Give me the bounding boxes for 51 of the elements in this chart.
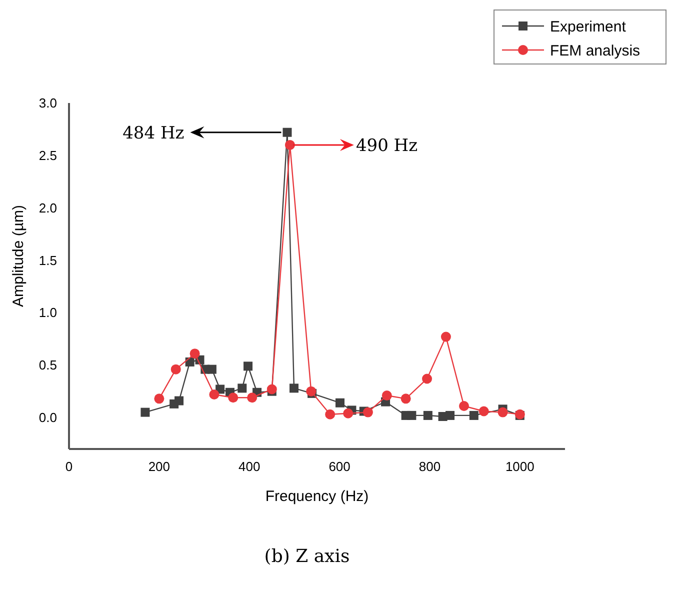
point (440, 332, 451, 342)
point (244, 362, 253, 371)
point (325, 409, 336, 420)
point (238, 384, 247, 393)
point (458, 401, 469, 412)
point (407, 410, 416, 420)
y-tick-label: 1.5 (38, 252, 57, 268)
point (400, 394, 411, 404)
y-tick-label: 2.0 (38, 200, 57, 216)
point (190, 348, 200, 359)
point (154, 394, 164, 404)
point (469, 410, 478, 420)
y-tick-label: 2.5 (38, 148, 57, 163)
y-axis-title: Amplitude (µm) (10, 205, 27, 307)
point (209, 389, 220, 400)
y-tick-label: 3.0 (38, 96, 57, 111)
text: (b) Z axis (264, 546, 350, 567)
point (170, 364, 181, 374)
point (306, 386, 316, 396)
y-tick-label: 0.0 (38, 410, 57, 426)
y-tick-label: 1.0 (38, 305, 57, 320)
annotation: 484 Hz (122, 123, 184, 144)
x-tick-label: 800 (418, 459, 441, 474)
point (423, 410, 432, 420)
point (207, 364, 216, 374)
point (290, 384, 299, 393)
legend-label: Experiment (550, 18, 627, 36)
point (284, 140, 295, 150)
x-tick-label: 200 (148, 459, 170, 474)
y-tick-label: 0.5 (38, 358, 57, 373)
x-tick-label: 600 (328, 459, 350, 474)
annotation: 490 Hz (356, 136, 418, 156)
point (478, 406, 489, 416)
x-tick-label: 0 (65, 459, 73, 474)
point (282, 128, 292, 137)
legend-label: FEM analysis (550, 42, 640, 60)
point (266, 384, 277, 394)
point (174, 396, 184, 406)
point (446, 410, 455, 420)
point (228, 392, 238, 403)
x-tick-label: 1000 (505, 459, 534, 474)
point (422, 374, 432, 384)
point (247, 392, 258, 403)
point (335, 398, 344, 408)
x-axis-title: Frequency (Hz) (265, 488, 369, 505)
point (498, 407, 508, 418)
point (362, 407, 373, 418)
point (140, 408, 150, 417)
point (343, 408, 354, 418)
x-tick-label: 400 (238, 459, 260, 474)
point (382, 390, 392, 401)
